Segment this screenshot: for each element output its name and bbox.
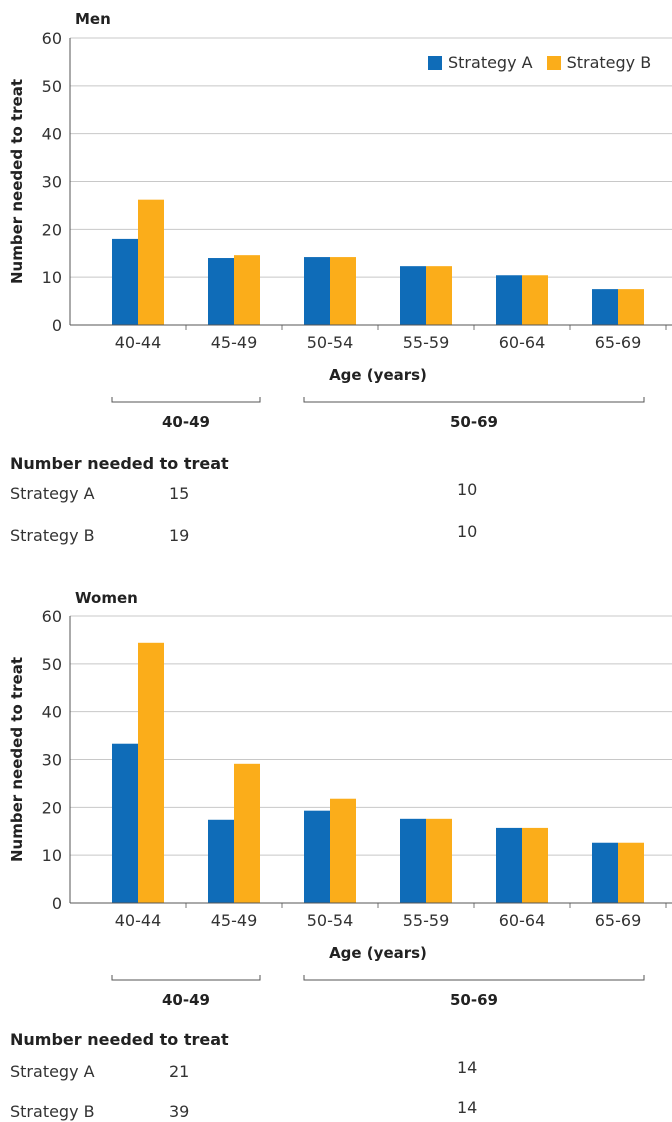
men-bar-b — [618, 289, 644, 325]
men-y-tick-label: 60 — [42, 29, 62, 48]
men-bar-a — [496, 275, 522, 325]
men-bar-a — [112, 238, 138, 325]
men-bar-a — [304, 257, 330, 325]
men-y-tick-label: 40 — [42, 125, 62, 144]
women-x-tick-label: 45-49 — [211, 911, 258, 930]
men-x-tick-label: 65-69 — [595, 333, 642, 352]
legend-swatch-strategy-a — [428, 55, 442, 70]
women-bar-b — [522, 827, 548, 903]
women-x-tick-label: 50-54 — [307, 911, 354, 930]
men-bar-b — [522, 275, 548, 325]
men-x-tick-label: 45-49 — [211, 333, 258, 352]
women-group-bracket-50-69 — [303, 975, 645, 981]
men-bar-b — [138, 199, 164, 325]
men-bar-b — [330, 257, 356, 325]
men-panel-title: Men — [75, 10, 111, 28]
women-table-row-b-40-49: 39 — [169, 1102, 190, 1121]
men-x-tick-label: 60-64 — [499, 333, 546, 352]
women-bar-a — [496, 827, 522, 903]
women-x-tick-label: 60-64 — [499, 911, 546, 930]
women-y-tick-label: 50 — [42, 655, 62, 674]
women-table-row-a-50-69: 14 — [457, 1058, 478, 1077]
women-panel-title: Women — [75, 589, 138, 607]
women-table-heading: Number needed to treat — [10, 1030, 229, 1049]
women-group-label: 50-69 — [450, 991, 498, 1009]
women-table-row-b-label: Strategy B — [10, 1102, 95, 1121]
men-x-tick-label: 40-44 — [115, 333, 162, 352]
men-bar-a — [208, 258, 234, 325]
men-x-tick-label: 55-59 — [403, 333, 450, 352]
women-group-bracket-40-49 — [111, 975, 261, 981]
men-group-label: 40-49 — [162, 413, 210, 431]
men-y-tick-label: 0 — [52, 316, 62, 335]
women-x-tick-label: 40-44 — [115, 911, 162, 930]
legend-item-strategy-a: Strategy A — [428, 53, 533, 72]
men-x-axis-title: Age (years) — [329, 366, 427, 384]
men-table-row-a-label: Strategy A — [10, 484, 95, 503]
women-bar-b — [426, 818, 452, 903]
women-y-tick-label: 10 — [42, 846, 62, 865]
women-table-row-a-label: Strategy A — [10, 1062, 95, 1081]
men-y-tick-label: 30 — [42, 173, 62, 192]
legend: Strategy A Strategy B — [428, 53, 665, 72]
men-table-row-a-50-69: 10 — [457, 480, 478, 499]
women-group-label: 40-49 — [162, 991, 210, 1009]
women-x-tick-label: 65-69 — [595, 911, 642, 930]
men-table-heading: Number needed to treat — [10, 454, 229, 473]
women-bar-b — [138, 642, 164, 903]
women-bar-b — [330, 798, 356, 903]
men-bar-a — [592, 289, 618, 325]
women-y-axis-title: Number needed to treat — [8, 657, 26, 862]
women-y-tick-label: 30 — [42, 751, 62, 770]
legend-item-strategy-b: Strategy B — [546, 53, 652, 72]
women-y-tick-label: 0 — [52, 894, 62, 913]
women-bar-a — [400, 818, 426, 903]
legend-label-strategy-b: Strategy B — [566, 53, 652, 72]
men-y-axis-title: Number needed to treat — [8, 79, 26, 284]
men-bar-b — [234, 255, 260, 325]
men-bar-b — [426, 266, 452, 325]
men-y-tick-label: 50 — [42, 77, 62, 96]
men-table-row-b-label: Strategy B — [10, 526, 95, 545]
men-group-bracket-50-69 — [303, 397, 645, 403]
men-chart: 0 10 20 30 40 50 60 40-44 45-49 50-54 55-59 60-64 65… — [8, 29, 672, 431]
men-x-tick-label: 50-54 — [307, 333, 354, 352]
women-bar-a — [112, 743, 138, 903]
legend-swatch-strategy-b — [546, 55, 561, 70]
men-bar-a — [400, 266, 426, 325]
men-table-row-b-40-49: 19 — [169, 526, 190, 545]
men-table-row-a-40-49: 15 — [169, 484, 190, 503]
men-group-label: 50-69 — [450, 413, 498, 431]
women-x-axis-title: Age (years) — [329, 944, 427, 962]
women-table-row-b-50-69: 14 — [457, 1098, 478, 1117]
women-bar-a — [208, 819, 234, 903]
women-y-tick-label: 20 — [42, 798, 62, 817]
women-bar-a — [592, 842, 618, 903]
men-y-tick-label: 10 — [42, 268, 62, 287]
women-bar-a — [304, 810, 330, 903]
women-table-row-a-40-49: 21 — [169, 1062, 190, 1081]
women-y-tick-label: 40 — [42, 703, 62, 722]
legend-label-strategy-a: Strategy A — [448, 53, 533, 72]
women-y-tick-label: 60 — [42, 607, 62, 626]
women-bar-b — [618, 842, 644, 903]
women-bar-b — [234, 763, 260, 903]
men-table-row-b-50-69: 10 — [457, 522, 478, 541]
women-x-tick-label: 55-59 — [403, 911, 450, 930]
women-chart: 0 10 20 30 40 50 60 40-44 45-49 50-54 55-59 60-64 65… — [8, 607, 672, 1009]
men-y-tick-label: 20 — [42, 220, 62, 239]
men-group-bracket-40-49 — [111, 397, 261, 403]
